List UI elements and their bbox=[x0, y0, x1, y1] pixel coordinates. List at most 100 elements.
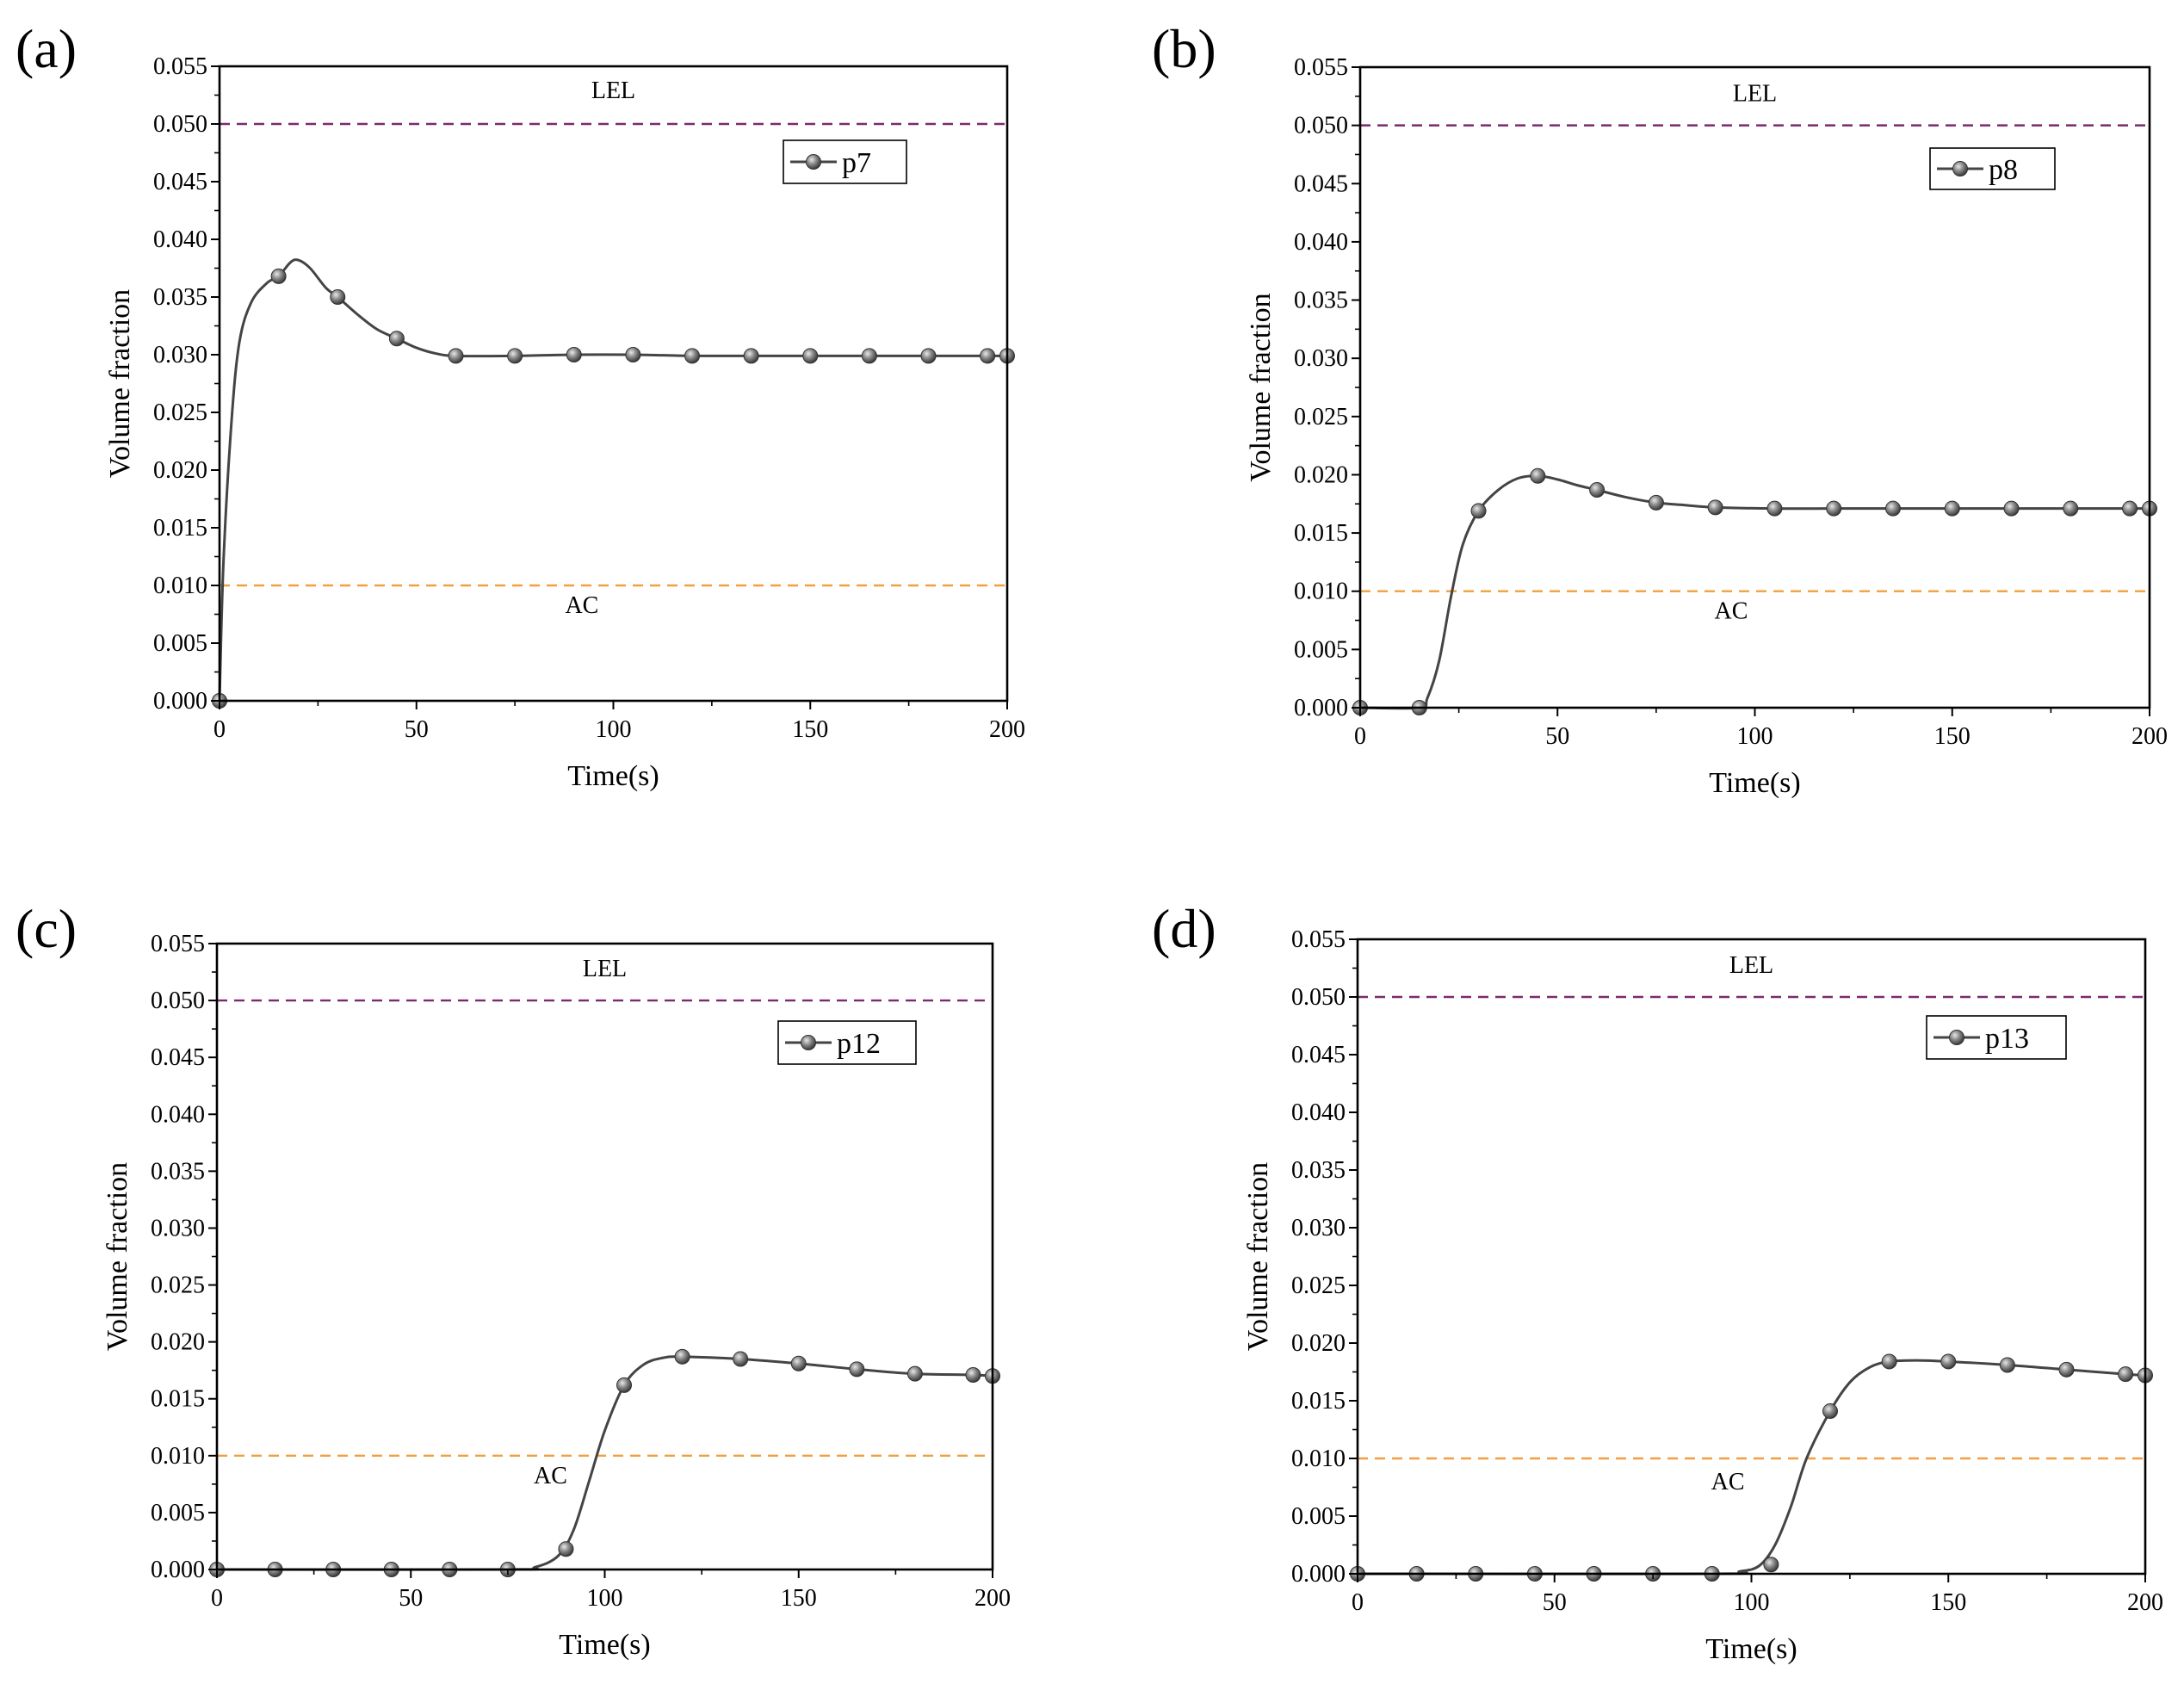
y-axis-title: Volume fraction bbox=[1245, 293, 1277, 481]
legend: p7 bbox=[783, 139, 907, 184]
data-point bbox=[2003, 500, 2020, 517]
legend: p8 bbox=[1929, 147, 2056, 190]
data-point bbox=[965, 1366, 981, 1383]
x-tick-label: 0 bbox=[1354, 723, 1366, 750]
x-axis-title: Time(s) bbox=[1709, 767, 1800, 799]
data-point bbox=[448, 348, 464, 364]
x-tick-label: 100 bbox=[1734, 1589, 1770, 1616]
y-tick-label: 0.020 bbox=[153, 457, 207, 484]
reference-label-ac: AC bbox=[534, 1463, 567, 1489]
data-point bbox=[2118, 1366, 2134, 1383]
data-point bbox=[1826, 500, 1842, 517]
x-tick-label: 50 bbox=[399, 1585, 423, 1612]
x-tick-label: 150 bbox=[781, 1585, 817, 1612]
legend: p12 bbox=[777, 1020, 917, 1065]
x-tick-label: 150 bbox=[1930, 1589, 1966, 1616]
y-tick-label: 0.025 bbox=[151, 1272, 205, 1299]
y-tick-label: 0.030 bbox=[1291, 1215, 1346, 1241]
panel-letter: (a) bbox=[15, 18, 77, 79]
x-axis-title: Time(s) bbox=[567, 760, 659, 792]
data-point bbox=[388, 331, 405, 347]
x-tick-label: 0 bbox=[1352, 1589, 1364, 1616]
x-tick-label: 200 bbox=[2127, 1589, 2163, 1616]
x-axis-title: Time(s) bbox=[559, 1629, 650, 1661]
y-tick-label: 0.000 bbox=[153, 688, 207, 715]
data-point bbox=[1589, 482, 1606, 498]
data-point bbox=[1763, 1557, 1779, 1573]
y-tick-label: 0.045 bbox=[1291, 1042, 1346, 1068]
y-tick-label: 0.010 bbox=[151, 1443, 205, 1470]
y-tick-label: 0.055 bbox=[153, 53, 207, 80]
reference-label-ac: AC bbox=[1715, 598, 1748, 625]
reference-label-lel: LEL bbox=[1729, 952, 1773, 979]
data-point bbox=[733, 1351, 749, 1367]
data-point bbox=[1881, 1353, 1897, 1370]
data-point bbox=[980, 348, 996, 364]
y-tick-label: 0.050 bbox=[153, 111, 207, 138]
x-tick-label: 200 bbox=[989, 716, 1025, 743]
series-line-p7 bbox=[218, 258, 1007, 702]
y-tick-label: 0.000 bbox=[1291, 1561, 1346, 1588]
y-tick-label: 0.005 bbox=[153, 630, 207, 657]
x-tick-label: 200 bbox=[2131, 723, 2168, 750]
data-point bbox=[674, 1348, 690, 1365]
data-point bbox=[270, 268, 287, 284]
legend-marker-swatch bbox=[1949, 1030, 1964, 1045]
data-point bbox=[1944, 500, 1960, 517]
data-point bbox=[330, 289, 346, 305]
series-line-p13 bbox=[1357, 1359, 2146, 1576]
y-tick-label: 0.040 bbox=[1291, 1099, 1346, 1126]
y-tick-label: 0.010 bbox=[1294, 579, 1348, 605]
y-tick-label: 0.015 bbox=[153, 515, 207, 542]
y-tick-label: 0.005 bbox=[1294, 636, 1348, 663]
y-tick-label: 0.015 bbox=[151, 1386, 205, 1413]
x-tick-label: 200 bbox=[974, 1585, 1011, 1612]
legend: p13 bbox=[1926, 1015, 2067, 1060]
y-tick-label: 0.030 bbox=[153, 342, 207, 368]
y-tick-label: 0.035 bbox=[153, 284, 207, 311]
data-point bbox=[1648, 494, 1664, 511]
chart-panel-4: (d) LEL AC 0.000 0.005 0.010 0.015 0.020 0.025 0.… bbox=[1152, 898, 2163, 1665]
data-point bbox=[558, 1541, 574, 1557]
x-tick-label: 50 bbox=[1545, 723, 1569, 750]
chart-panel-2: (b) LEL AC 0.000 0.005 0.010 0.015 0.020 0.025 0.… bbox=[1152, 18, 2168, 799]
reference-label-ac: AC bbox=[1711, 1469, 1745, 1495]
y-axis-title: Volume fraction bbox=[102, 1162, 133, 1351]
data-point bbox=[1999, 1357, 2015, 1373]
y-tick-label: 0.000 bbox=[1294, 695, 1348, 721]
data-point bbox=[849, 1361, 865, 1378]
y-tick-label: 0.035 bbox=[151, 1158, 205, 1185]
y-tick-label: 0.050 bbox=[1294, 113, 1348, 139]
reference-label-ac: AC bbox=[565, 592, 598, 619]
y-tick-label: 0.055 bbox=[1294, 54, 1348, 81]
y-tick-label: 0.045 bbox=[151, 1044, 205, 1071]
x-tick-label: 0 bbox=[211, 1585, 223, 1612]
panel-letter: (b) bbox=[1152, 18, 1216, 79]
y-tick-label: 0.020 bbox=[1291, 1330, 1346, 1357]
chart-panel-3: (c) LEL AC 0.000 0.005 0.010 0.015 0.020 0.025 0.… bbox=[15, 898, 1011, 1661]
data-point bbox=[790, 1355, 807, 1371]
legend-label: p7 bbox=[842, 147, 871, 179]
y-tick-label: 0.025 bbox=[153, 399, 207, 426]
x-tick-label: 100 bbox=[1737, 723, 1773, 750]
x-tick-label: 150 bbox=[792, 716, 828, 743]
panel-letter: (d) bbox=[1152, 898, 1216, 959]
data-point bbox=[1884, 500, 1901, 517]
data-point bbox=[1530, 467, 1546, 484]
y-tick-label: 0.025 bbox=[1294, 404, 1348, 430]
x-tick-label: 50 bbox=[1543, 1589, 1567, 1616]
y-tick-label: 0.015 bbox=[1294, 520, 1348, 547]
x-tick-label: 100 bbox=[596, 716, 632, 743]
data-point bbox=[920, 348, 937, 364]
data-point bbox=[906, 1365, 923, 1382]
panel-letter: (c) bbox=[15, 898, 77, 959]
y-tick-label: 0.020 bbox=[151, 1329, 205, 1356]
data-point bbox=[1822, 1403, 1838, 1420]
y-tick-label: 0.040 bbox=[151, 1101, 205, 1128]
y-tick-label: 0.005 bbox=[151, 1500, 205, 1526]
legend-label: p8 bbox=[1989, 154, 2018, 186]
data-point bbox=[566, 347, 582, 362]
y-tick-label: 0.030 bbox=[1294, 345, 1348, 372]
y-tick-label: 0.045 bbox=[1294, 170, 1348, 197]
